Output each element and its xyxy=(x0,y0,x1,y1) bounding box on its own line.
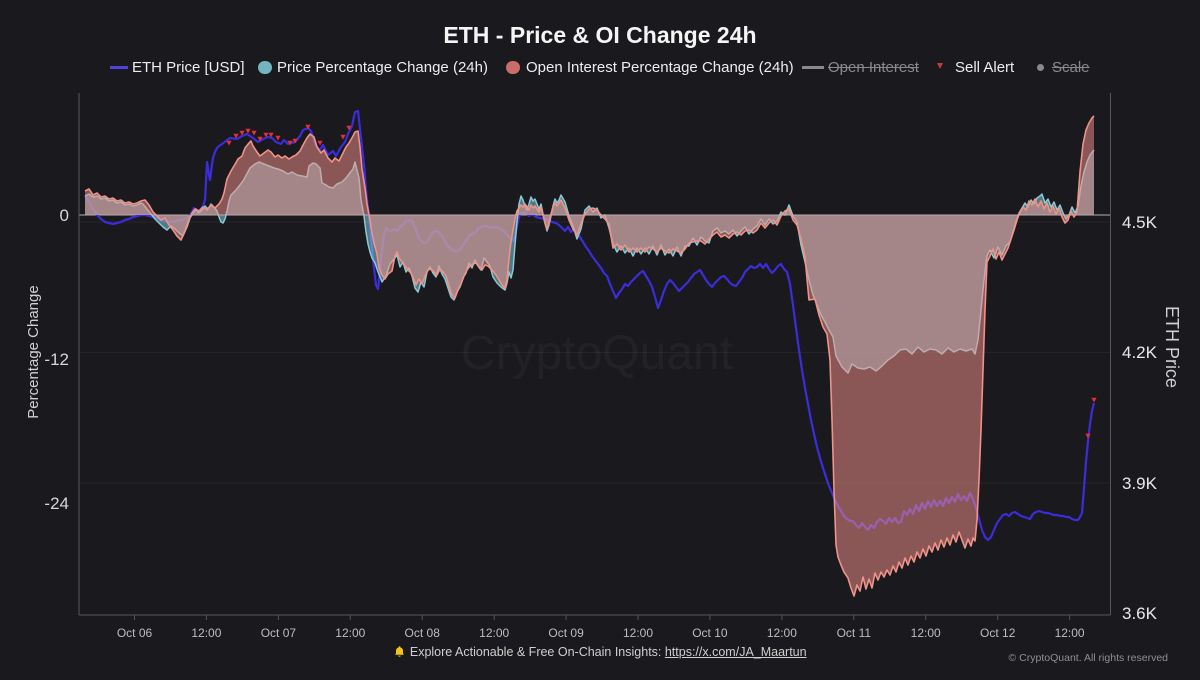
svg-text:12:00: 12:00 xyxy=(623,626,653,640)
svg-text:4.2K: 4.2K xyxy=(1122,343,1158,362)
svg-text:Percentage Change: Percentage Change xyxy=(25,285,42,418)
svg-text:3.9K: 3.9K xyxy=(1122,474,1158,493)
svg-text:Oct 10: Oct 10 xyxy=(692,626,728,640)
svg-text:Oct 07: Oct 07 xyxy=(261,626,297,640)
svg-text:12:00: 12:00 xyxy=(479,626,509,640)
svg-text:Oct 09: Oct 09 xyxy=(548,626,584,640)
svg-text:-12: -12 xyxy=(44,350,69,369)
svg-text:4.5K: 4.5K xyxy=(1122,213,1158,232)
svg-text:12:00: 12:00 xyxy=(767,626,797,640)
svg-text:CryptoQuant: CryptoQuant xyxy=(461,327,733,380)
svg-text:12:00: 12:00 xyxy=(911,626,941,640)
svg-text:-24: -24 xyxy=(44,494,69,513)
svg-text:Oct 12: Oct 12 xyxy=(980,626,1016,640)
svg-text:Oct 08: Oct 08 xyxy=(405,626,441,640)
svg-text:12:00: 12:00 xyxy=(335,626,365,640)
svg-text:ETH Price: ETH Price xyxy=(1162,306,1182,388)
svg-text:Oct 06: Oct 06 xyxy=(117,626,153,640)
svg-text:Oct 11: Oct 11 xyxy=(837,626,872,640)
svg-text:12:00: 12:00 xyxy=(1055,626,1085,640)
svg-text:12:00: 12:00 xyxy=(191,626,221,640)
svg-text:3.6K: 3.6K xyxy=(1122,604,1158,623)
svg-text:0: 0 xyxy=(60,206,69,225)
